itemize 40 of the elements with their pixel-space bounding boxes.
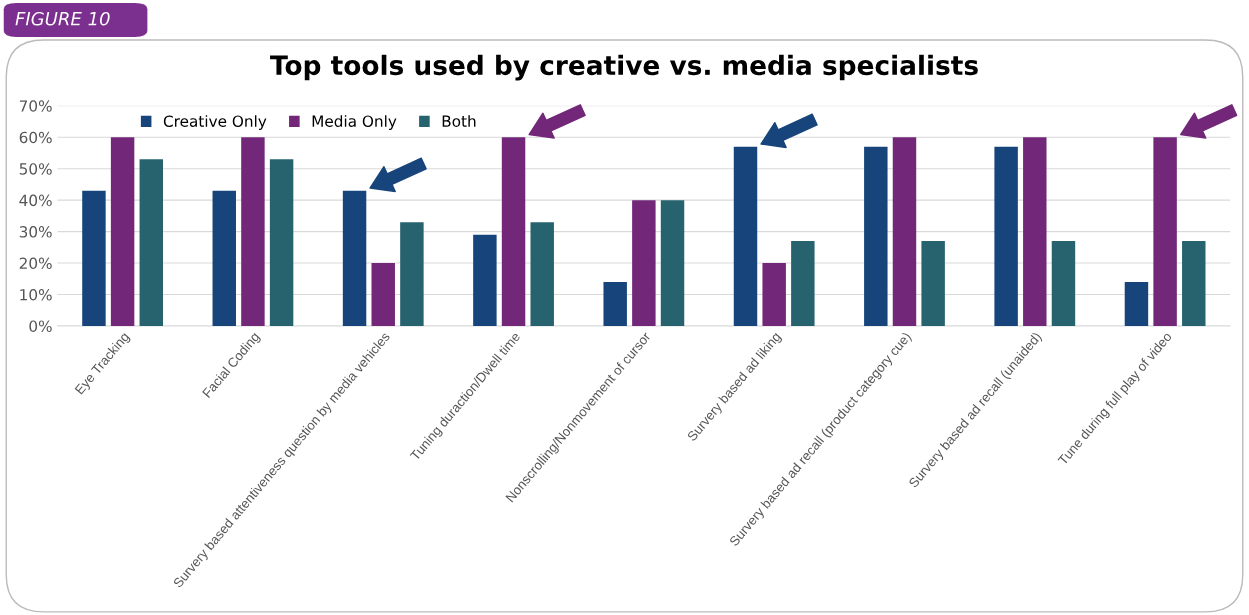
bar: [110, 137, 135, 326]
bar: [921, 241, 945, 326]
bar: [212, 190, 236, 326]
y-tick-label: 10%: [20, 288, 52, 301]
bar: [1124, 281, 1149, 326]
bar: [241, 137, 265, 326]
y-tick-label: 0%: [29, 320, 52, 332]
bar: [139, 159, 164, 326]
bar: [501, 137, 526, 326]
y-tick-label: 50%: [19, 163, 52, 175]
bar: [762, 263, 786, 326]
bar: [1023, 137, 1047, 326]
chart-title: Top tools used by creative vs. media specialists: [270, 54, 978, 81]
bar: [660, 200, 685, 326]
bar: [892, 137, 917, 326]
y-tick-label: 60%: [19, 131, 52, 144]
bar: [371, 263, 395, 326]
y-tick-label: 70%: [19, 100, 52, 112]
legend-label: Both: [442, 115, 476, 127]
bar: [994, 146, 1018, 326]
bar: [473, 234, 497, 326]
y-tick-label: 40%: [19, 194, 52, 207]
bar: [400, 222, 424, 326]
legend-label: Creative Only: [163, 115, 267, 130]
caption: FIGURE 10: [15, 11, 110, 26]
bar: [1182, 241, 1206, 326]
bar: [632, 200, 656, 326]
y-tick-label: 30%: [19, 226, 52, 238]
bar: [269, 159, 294, 326]
y-tick-label: 20%: [19, 257, 52, 270]
bar: [603, 281, 627, 326]
bar: [1051, 241, 1076, 326]
bar: [342, 190, 367, 326]
bar: [82, 190, 106, 326]
bar: [791, 241, 815, 326]
legend-label: Media Only: [312, 115, 397, 130]
bar: [1153, 137, 1177, 326]
bar: [864, 146, 888, 326]
bar: [733, 146, 758, 326]
bar: [530, 222, 554, 326]
